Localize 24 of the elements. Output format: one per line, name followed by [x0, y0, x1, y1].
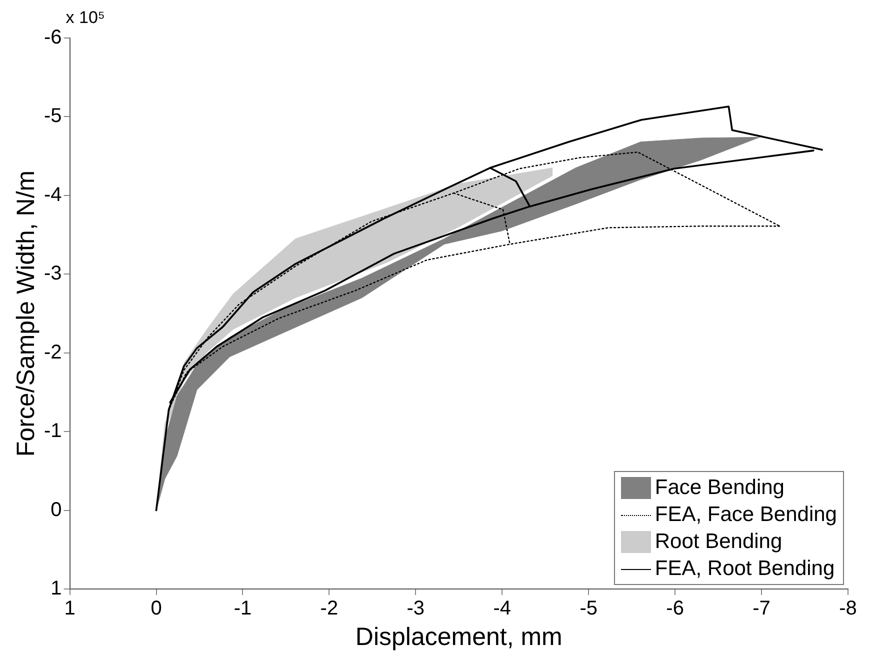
- legend-label: Root Bending: [654, 530, 782, 553]
- text: x 10⁵: [66, 8, 105, 28]
- y-tick-label: -2: [44, 341, 62, 364]
- x-tick-label: -3: [406, 598, 425, 620]
- legend-label: FEA, Face Bending: [654, 503, 837, 526]
- y-tick-label: -4: [44, 184, 62, 206]
- x-tick-label: -1: [234, 598, 252, 620]
- x-tick-label: -4: [493, 598, 512, 620]
- x-tick-label: -7: [752, 598, 770, 620]
- y-tick-label: -1: [44, 420, 62, 442]
- x-tick-label: -5: [580, 598, 598, 620]
- y-tick-label: -5: [44, 105, 62, 128]
- x-tick-label: -8: [839, 598, 857, 620]
- legend-label: FEA, Root Bending: [654, 557, 835, 580]
- y-tick-label: 1: [50, 578, 62, 600]
- y-axis-title: Force/Sample Width, N/m: [12, 170, 40, 457]
- x-tick-label: -2: [320, 598, 338, 620]
- x-axis-title: Displacement, mm: [355, 622, 562, 651]
- x-tick-label: -6: [666, 598, 684, 620]
- y-tick-label: -3: [44, 262, 62, 285]
- y-tick-label: 0: [50, 498, 62, 521]
- legend-label: Face Bending: [654, 476, 784, 499]
- y-tick-label: -6: [44, 26, 62, 49]
- x-tick-label: 0: [150, 598, 162, 620]
